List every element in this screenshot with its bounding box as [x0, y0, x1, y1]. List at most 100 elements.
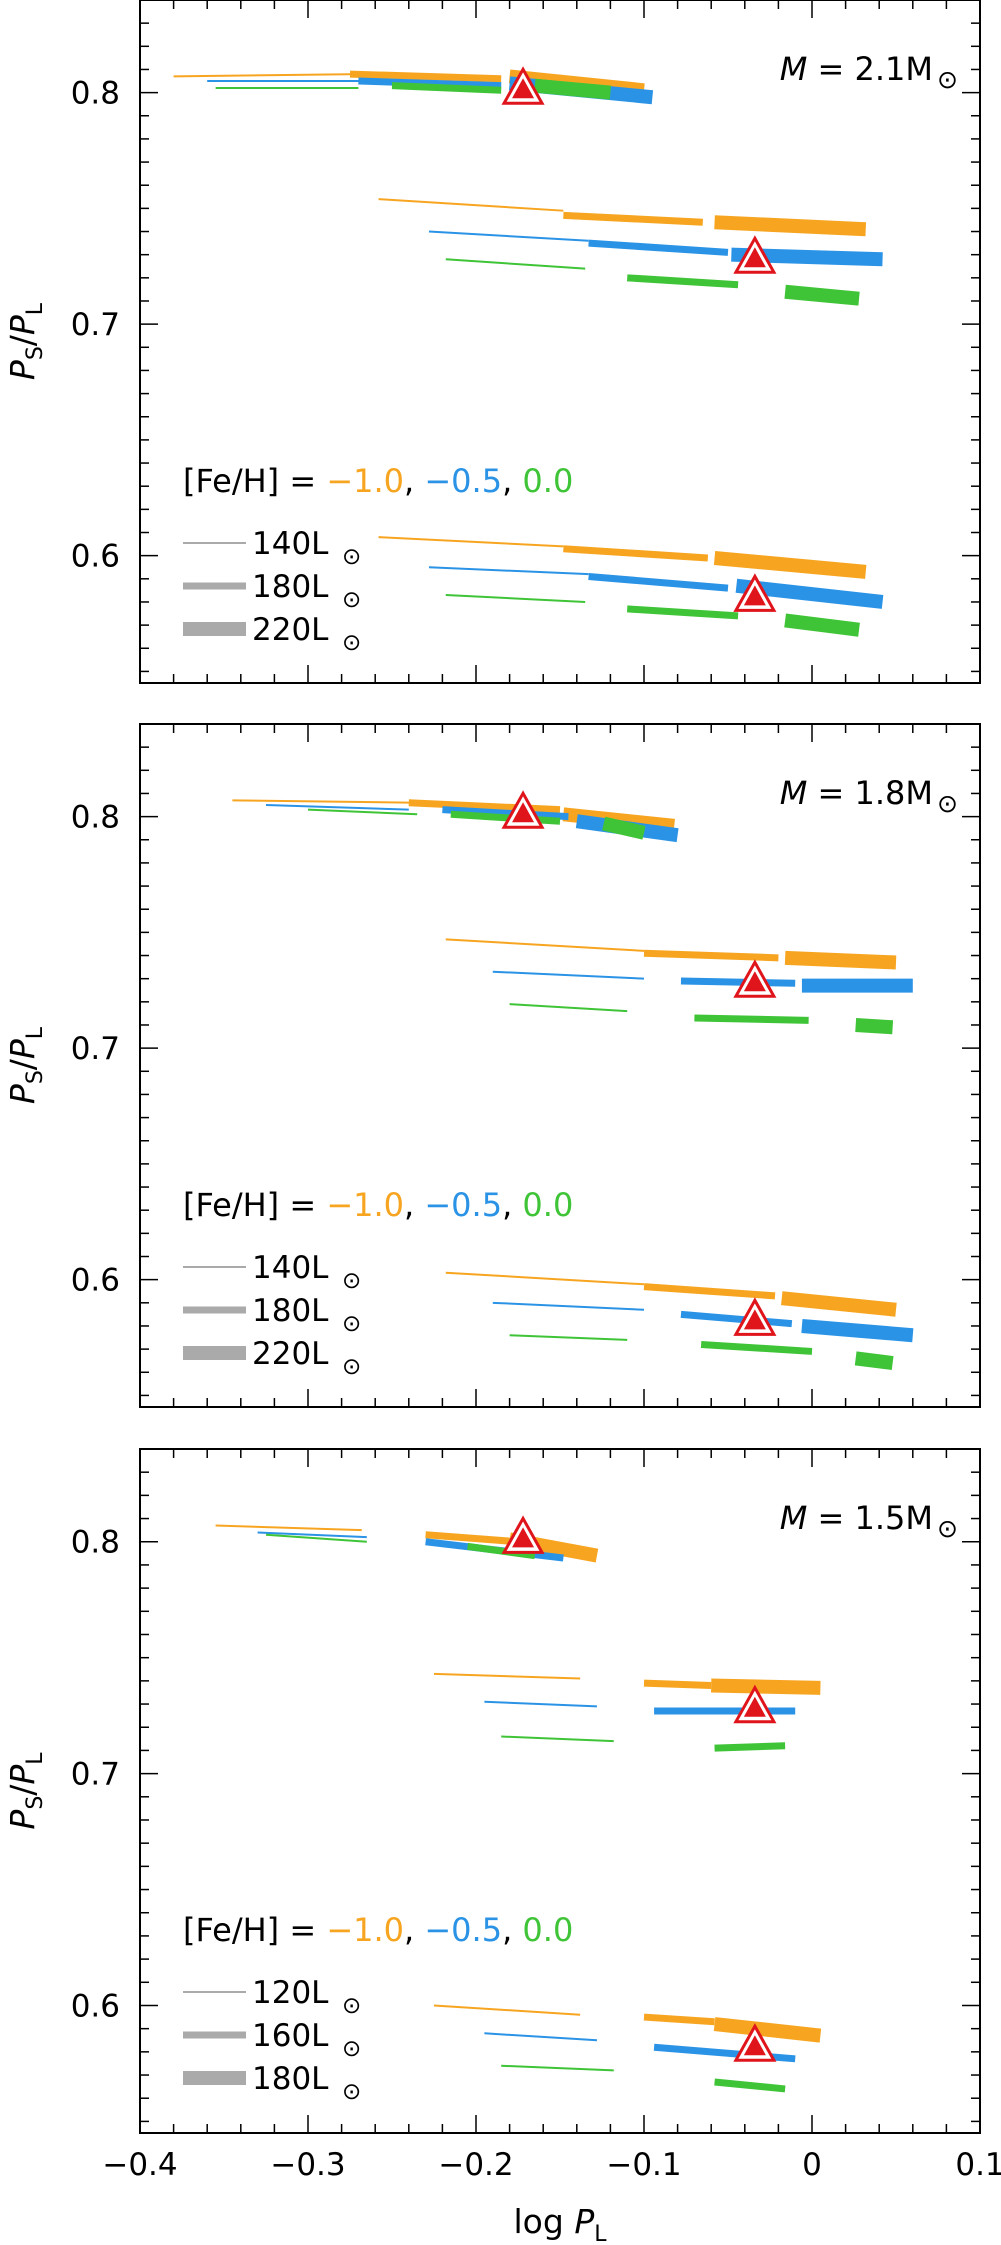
observed-point-fill — [743, 2035, 766, 2056]
x-tick-label: −0.4 — [102, 2147, 177, 2183]
luminosity-legend-symbol: ⊙ — [342, 1993, 361, 2019]
metallicity-legend: [Fe/H] = −1.0, −0.5, 0.0 — [183, 1186, 573, 1224]
observed-point-fill — [512, 1527, 535, 1548]
model-series-line — [784, 284, 860, 306]
luminosity-legend-label: 140L — [252, 526, 329, 562]
y-tick-label: 0.6 — [71, 1988, 120, 2024]
model-series-line — [680, 977, 796, 987]
panel-title-symbol: ⊙ — [937, 789, 958, 818]
model-series-line — [425, 1531, 519, 1546]
model-series-line — [307, 808, 418, 816]
luminosity-legend-symbol: ⊙ — [342, 587, 361, 613]
y-tick-label: 0.8 — [71, 800, 120, 836]
model-series-line — [509, 1334, 628, 1341]
x-tick-label: 0.1 — [955, 2147, 1001, 2183]
observed-point — [733, 2023, 777, 2062]
model-series-line — [643, 1283, 776, 1300]
model-series-line — [265, 804, 409, 811]
model-series-line — [433, 1672, 581, 1680]
observed-point-fill — [743, 1696, 766, 1717]
panel-middle: 0.60.70.8PS/PLM = 1.8M ⊙[Fe/H] = −1.0, −0… — [3, 723, 981, 1408]
observed-point-fill — [743, 971, 766, 992]
model-series-line — [378, 536, 564, 548]
model-series-line — [643, 1679, 712, 1689]
luminosity-legend-label: 180L — [252, 1293, 329, 1329]
panel-bottom: 0.6 0.7 0.8 PS/PL −0.4 −0.3 −0.2 −0.1 0 0.1 M = 1.… — [3, 1448, 1001, 2183]
luminosity-legend-symbol: ⊙ — [342, 1311, 361, 1337]
model-series-line — [450, 810, 561, 825]
model-series-line — [509, 1003, 628, 1013]
luminosity-legend-label: 160L — [252, 2018, 329, 2054]
x-tick-label: −0.2 — [438, 2147, 513, 2183]
model-series-line — [442, 806, 569, 821]
y-axis-label: PS/PL — [3, 1026, 48, 1104]
model-series-line — [713, 551, 867, 579]
model-series-line — [265, 1533, 367, 1543]
x-axis-label: log PL — [514, 2202, 608, 2245]
plot-frame — [139, 723, 981, 1408]
model-series-line — [714, 1742, 786, 1752]
observed-point — [733, 959, 777, 998]
x-tick-label: −0.1 — [606, 2147, 681, 2183]
model-series-line — [501, 2064, 614, 2072]
luminosity-legend-label: 180L — [252, 569, 329, 605]
luminosity-legend-label: 180L — [252, 2061, 329, 2097]
plot-frame — [139, 0, 981, 684]
model-series-line — [643, 949, 779, 962]
model-series-line — [714, 215, 867, 237]
observed-point — [501, 790, 545, 829]
model-series-line — [433, 2004, 581, 2016]
observed-point-fill — [512, 802, 535, 823]
y-tick-label: 0.7 — [71, 1031, 120, 1067]
model-series-line — [781, 1291, 897, 1317]
luminosity-legend-label: 140L — [252, 1250, 329, 1286]
model-series-line — [358, 77, 502, 90]
panel-title: M = 1.8M — [780, 774, 933, 812]
y-tick-label: 0.7 — [71, 307, 120, 343]
panel-title-symbol: ⊙ — [937, 65, 958, 94]
model-series-line — [484, 1700, 598, 1708]
observed-point — [733, 1684, 777, 1724]
model-series-line — [215, 1524, 362, 1532]
model-series-line — [445, 594, 586, 603]
model-series-line — [445, 258, 586, 270]
y-tick-label: 0.8 — [71, 1525, 120, 1561]
luminosity-legend-symbol: ⊙ — [342, 1354, 361, 1380]
model-series-line — [563, 211, 703, 226]
model-series-line — [626, 274, 739, 289]
model-series-line — [428, 566, 589, 576]
x-tick-label: −0.3 — [270, 2147, 345, 2183]
panel-title: M = 2.1M — [780, 50, 933, 88]
luminosity-legend-label: 120L — [252, 1975, 329, 2011]
observed-point-fill — [743, 585, 766, 606]
model-series-line — [232, 799, 418, 804]
model-series-line — [534, 78, 612, 100]
model-series-line — [643, 2013, 715, 2026]
model-series-line — [492, 1301, 645, 1311]
model-series-line — [713, 2017, 822, 2043]
model-series-line — [711, 1678, 821, 1695]
model-series-line — [588, 573, 729, 592]
model-series-line — [854, 1351, 894, 1370]
luminosity-legend-symbol: ⊙ — [342, 630, 361, 656]
panels: 0.60.70.8PS/PLM = 2.1M ⊙[Fe/H] = −1.0, −0… — [3, 0, 1001, 2183]
observed-point — [733, 235, 777, 274]
model-series-line — [700, 1340, 813, 1355]
y-tick-label: 0.8 — [71, 76, 120, 112]
model-series-line — [694, 1014, 809, 1024]
luminosity-legend-symbol: ⊙ — [342, 1268, 361, 1294]
model-series-line — [602, 816, 646, 840]
x-tick-label: 0 — [802, 2147, 822, 2183]
y-tick-label: 0.6 — [71, 539, 120, 575]
model-series-line — [378, 198, 564, 212]
model-series-line — [588, 239, 729, 256]
panel-title-symbol: ⊙ — [937, 1514, 958, 1543]
model-series-line — [257, 1531, 367, 1539]
luminosity-legend-symbol: ⊙ — [342, 544, 361, 570]
x-axis-label-sub: L — [594, 2222, 607, 2245]
metallicity-legend: [Fe/H] = −1.0, −0.5, 0.0 — [183, 1911, 573, 1949]
model-series-line — [784, 613, 860, 637]
luminosity-legend-symbol: ⊙ — [342, 2036, 361, 2062]
observed-point-fill — [743, 1309, 766, 1330]
